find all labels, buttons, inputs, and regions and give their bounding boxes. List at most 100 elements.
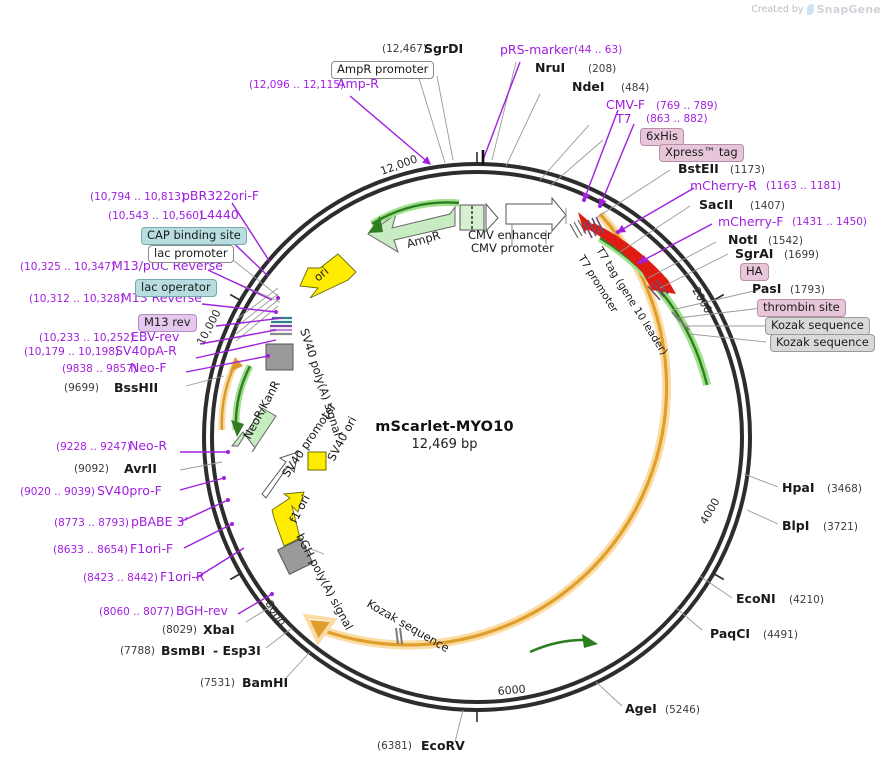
plasmid-size: 12,469 bp — [411, 437, 478, 452]
label-m13-rev[interactable]: M13 rev — [138, 314, 197, 332]
label-enzyme-sgrai[interactable]: SgrAI — [735, 246, 774, 261]
feature-bgh-polya — [276, 537, 325, 575]
label-enzyme-econi[interactable]: EcoNI — [736, 591, 776, 606]
feature-f1-ori — [271, 491, 305, 547]
label-thrombin-site[interactable]: thrombin site — [757, 299, 846, 317]
feature-sv40-polya — [265, 316, 294, 371]
label-enzyme-noti[interactable]: NotI — [728, 232, 758, 247]
feature-mscarlet-outline — [597, 234, 711, 386]
label-pos-mcherry-f: (1431 .. 1450) — [792, 216, 867, 228]
label-pos-paqci: (4491) — [763, 629, 798, 641]
tick-label-4000: 4000 — [697, 496, 722, 527]
label-pos-l4440: (10,543 .. 10,560) — [108, 210, 204, 222]
label-pos-t7: (863 .. 882) — [646, 113, 708, 125]
label-primer-mcherry-f[interactable]: mCherry-F — [718, 214, 784, 229]
label-enzyme-bsteii[interactable]: BstEII — [678, 161, 719, 176]
label-pos-mcherry-r: (1163 .. 1181) — [766, 180, 841, 192]
label-enzyme-ndei[interactable]: NdeI — [572, 79, 605, 94]
label-primer-ebv-rev[interactable]: EBV-rev — [131, 329, 180, 344]
label-enzyme-ecorv[interactable]: EcoRV — [421, 738, 465, 753]
label-enzyme-paqci[interactable]: PaqCI — [710, 626, 751, 641]
label-kozak-1[interactable]: Kozak sequence — [765, 317, 870, 335]
label-enzyme-esp3i[interactable]: - Esp3I — [213, 643, 261, 658]
label-enzyme-bsshii[interactable]: BssHII — [114, 380, 159, 395]
label-pos-prs-marker: (44 .. 63) — [574, 44, 623, 56]
label-primer-prs-marker[interactable]: pRS-marker — [500, 42, 574, 57]
label-cap-binding-site[interactable]: CAP binding site — [141, 227, 247, 245]
label-pos-m13-puc-reverse: (10,325 .. 10,347) — [20, 261, 116, 273]
feature-myo10-arc — [302, 210, 672, 650]
label-enzyme-bsmbi[interactable]: BsmBI — [161, 643, 206, 658]
label-pos-sv40pa-r: (10,179 .. 10,198) — [24, 346, 120, 358]
feature-neor — [218, 357, 277, 453]
label-enzyme-sacii[interactable]: SacII — [699, 197, 734, 212]
label-primer-f1ori-r[interactable]: F1ori-R — [160, 569, 205, 584]
label-pos-sgrai: (1699) — [784, 249, 819, 261]
leader-lines — [179, 61, 779, 743]
label-pos-neo-f: (9838 .. 9857) — [62, 363, 137, 375]
feature-label-cmv-promoter: CMV promoter — [471, 241, 554, 255]
label-primer-pbr322ori-f[interactable]: pBR322ori-F — [182, 188, 260, 203]
label-pos-sv40pro-f: (9020 .. 9039) — [20, 486, 95, 498]
watermark-prefix: Created by — [751, 4, 804, 15]
feature-sv40-promoter — [261, 451, 299, 499]
plasmid-title-block: mScarlet-MYO10 12,469 bp — [0, 419, 889, 452]
label-primer-sv40pro-f[interactable]: SV40pro-F — [97, 483, 162, 498]
tick-label-2000: 2000 — [689, 285, 714, 316]
label-primer-neo-r[interactable]: Neo-R — [129, 438, 168, 453]
label-primer-pbabe3[interactable]: pBABE 3' — [131, 514, 188, 529]
label-primer-neo-f[interactable]: Neo-F — [130, 360, 167, 375]
label-xpress-tag[interactable]: Xpress™ tag — [659, 144, 744, 162]
label-ha-tag[interactable]: HA — [740, 263, 769, 281]
label-pos-agei: (5246) — [665, 704, 700, 716]
watermark-brand: SnapGene — [816, 3, 881, 16]
label-primer-bgh-rev[interactable]: BGH-rev — [176, 603, 228, 618]
label-primer-t7[interactable]: T7 — [616, 111, 632, 126]
label-pos-bsshii: (9699) — [64, 382, 99, 394]
label-enzyme-sgrdi[interactable]: SgrDI — [424, 41, 464, 56]
label-pos-bgh-rev: (8060 .. 8077) — [99, 606, 174, 618]
label-pos-nrui: (208) — [588, 63, 617, 75]
label-kozak-2[interactable]: Kozak sequence — [770, 334, 875, 352]
label-pos-noti: (1542) — [768, 235, 803, 247]
label-6xhis[interactable]: 6xHis — [640, 128, 684, 146]
label-enzyme-hpai[interactable]: HpaI — [782, 480, 815, 495]
label-pos-amp-r: (12,096 .. 12,115) — [249, 79, 345, 91]
feature-kozak-marks-bottom — [395, 627, 403, 645]
feature-kozak-marks-right — [671, 311, 690, 331]
label-lac-operator[interactable]: lac operator — [135, 279, 217, 297]
label-ampr-promoter[interactable]: AmpR promoter — [331, 61, 435, 79]
label-pos-f1ori-r: (8423 .. 8442) — [83, 572, 158, 584]
feature-label-cmv-enhancer: CMV enhancer — [468, 228, 552, 242]
label-pos-ndei: (484) — [621, 82, 650, 94]
tick-label-6000: 6000 — [497, 683, 526, 698]
label-primer-amp-r[interactable]: Amp-R — [337, 76, 379, 91]
label-primer-l4440[interactable]: L4440 — [200, 207, 239, 222]
label-primer-cmv-f[interactable]: CMV-F — [606, 97, 646, 112]
label-enzyme-blpi[interactable]: BlpI — [782, 518, 810, 533]
label-pos-ebv-rev: (10,233 .. 10,252) — [39, 332, 135, 344]
label-pos-hpai: (3468) — [827, 483, 862, 495]
label-pos-bsteii: (1173) — [730, 164, 765, 176]
label-pos-pbr322ori-f: (10,794 .. 10,813) — [90, 191, 186, 203]
label-enzyme-avrii[interactable]: AvrII — [124, 461, 157, 476]
label-pos-f1ori-f: (8633 .. 8654) — [53, 544, 128, 556]
label-primer-sv40pa-r[interactable]: SV40pA-R — [115, 343, 177, 358]
label-pos-ecorv: (6381) — [377, 740, 412, 752]
label-pos-pasi: (1793) — [790, 284, 825, 296]
label-primer-f1ori-f[interactable]: F1ori-F — [130, 541, 174, 556]
label-enzyme-nrui[interactable]: NruI — [535, 60, 566, 75]
label-primer-mcherry-r[interactable]: mCherry-R — [690, 178, 757, 193]
label-pos-neo-r: (9228 .. 9247) — [56, 441, 131, 453]
label-enzyme-xbai[interactable]: XbaI — [203, 622, 235, 637]
snapgene-watermark: Created by SnapGene — [751, 3, 881, 16]
label-pos-sgrdi: (12,467) — [382, 43, 427, 55]
label-pos-econi: (4210) — [789, 594, 824, 606]
label-enzyme-agei[interactable]: AgeI — [625, 701, 657, 716]
label-pos-xbai: (8029) — [162, 624, 197, 636]
label-enzyme-bamhi[interactable]: BamHI — [242, 675, 289, 690]
label-enzyme-pasi[interactable]: PasI — [752, 281, 782, 296]
label-lac-promoter[interactable]: lac promoter — [148, 245, 234, 263]
